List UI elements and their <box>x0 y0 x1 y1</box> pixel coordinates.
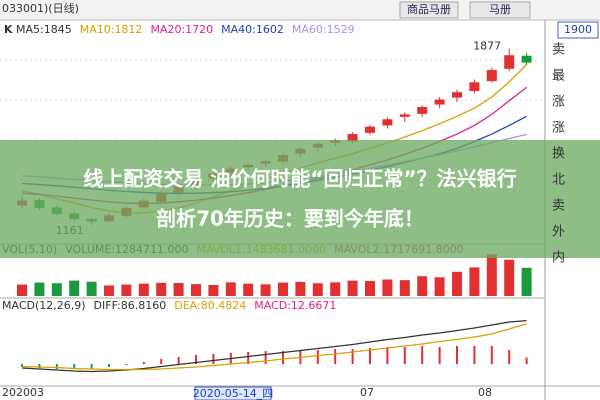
candle-body <box>399 114 410 117</box>
volume-bar <box>104 285 114 296</box>
macd-label: MACD(12,26,9) <box>2 299 86 312</box>
button-label[interactable]: 马册 <box>489 3 511 16</box>
volume-bar <box>260 284 271 296</box>
date-label: 202003 <box>2 386 44 399</box>
volume-bar <box>434 277 445 296</box>
date-label: 07 <box>360 386 374 399</box>
ma-label: MA10:1812 <box>80 23 143 36</box>
volume-bar <box>121 284 132 296</box>
headline: 剖析70年历史：要到今年底！ <box>156 207 424 231</box>
side-label: 涨 <box>552 95 565 110</box>
volume-bar <box>51 283 62 296</box>
volume-bar <box>208 285 219 296</box>
k-label: K <box>4 23 13 36</box>
ma-label: MA5:1845 <box>16 23 72 36</box>
diff-line <box>21 319 527 373</box>
volume-bar <box>486 254 497 296</box>
macd-label: DIFF:86.8160 <box>94 299 167 312</box>
candle-body <box>417 106 428 114</box>
volume-bar <box>243 283 254 296</box>
volume-bar <box>225 282 236 296</box>
volume-bar <box>34 282 45 296</box>
side-label: 涨 <box>552 121 565 136</box>
macd-label: MACD:12.6671 <box>254 299 336 312</box>
side-label: 卖 <box>552 43 565 58</box>
volume-bar <box>69 280 80 296</box>
date-label: 2020-05-14_四 <box>193 387 273 400</box>
volume-bar <box>156 282 167 296</box>
side-label: 北 <box>552 173 565 188</box>
volume-bar <box>452 271 462 296</box>
side-label: 内 <box>552 250 565 266</box>
side-label: 外 <box>552 225 565 240</box>
volume-bar <box>504 259 515 296</box>
date-cursor <box>194 386 272 400</box>
side-label: 卖 <box>552 199 565 214</box>
volume-bar <box>191 284 201 296</box>
button[interactable] <box>399 1 459 19</box>
candle-body <box>434 99 445 105</box>
macd-label: DEA:80.4824 <box>174 299 246 312</box>
candle-body <box>365 126 375 133</box>
candle-body <box>486 70 497 82</box>
volume-bar <box>365 281 375 296</box>
price-box-label: 1900 <box>564 23 592 36</box>
high-label: 1877 <box>473 40 501 53</box>
dea-line <box>21 323 527 371</box>
volume-bar <box>86 281 97 296</box>
volume-bar <box>295 281 306 296</box>
volume-bar <box>347 280 358 296</box>
side-label: 换 <box>552 147 565 162</box>
headline-banner <box>0 140 600 258</box>
price-box <box>557 21 599 39</box>
button[interactable] <box>469 1 531 19</box>
volume-bar <box>521 267 532 296</box>
stock-code: 033001)(日线) <box>2 1 79 15</box>
volume-bar <box>138 283 149 296</box>
ma-label: MA20:1720 <box>150 23 213 36</box>
volume-bar <box>469 267 480 296</box>
date-label: 08 <box>478 386 492 399</box>
volume-bar <box>330 282 341 296</box>
candle-body <box>504 55 515 69</box>
side-label: 最 <box>552 69 565 84</box>
candle-body <box>469 82 480 91</box>
volume-bar <box>17 284 27 296</box>
volume-bar <box>417 276 428 296</box>
candle-body <box>521 55 532 63</box>
volume-bar <box>173 283 184 296</box>
ma-label: MA40:1602 <box>221 23 284 36</box>
ma-label: MA60:1529 <box>292 23 355 36</box>
volume-bar <box>312 283 323 296</box>
candle-body <box>347 134 358 142</box>
button-label[interactable]: 商品马册 <box>407 2 451 16</box>
headline: 线上配资交易 油价何时能“回归正常”？法兴银行 <box>83 167 516 191</box>
candle-body <box>452 92 462 98</box>
candle-body <box>382 119 393 126</box>
volume-bar <box>382 279 393 296</box>
volume-bar <box>278 282 288 296</box>
volume-bar <box>399 280 410 296</box>
